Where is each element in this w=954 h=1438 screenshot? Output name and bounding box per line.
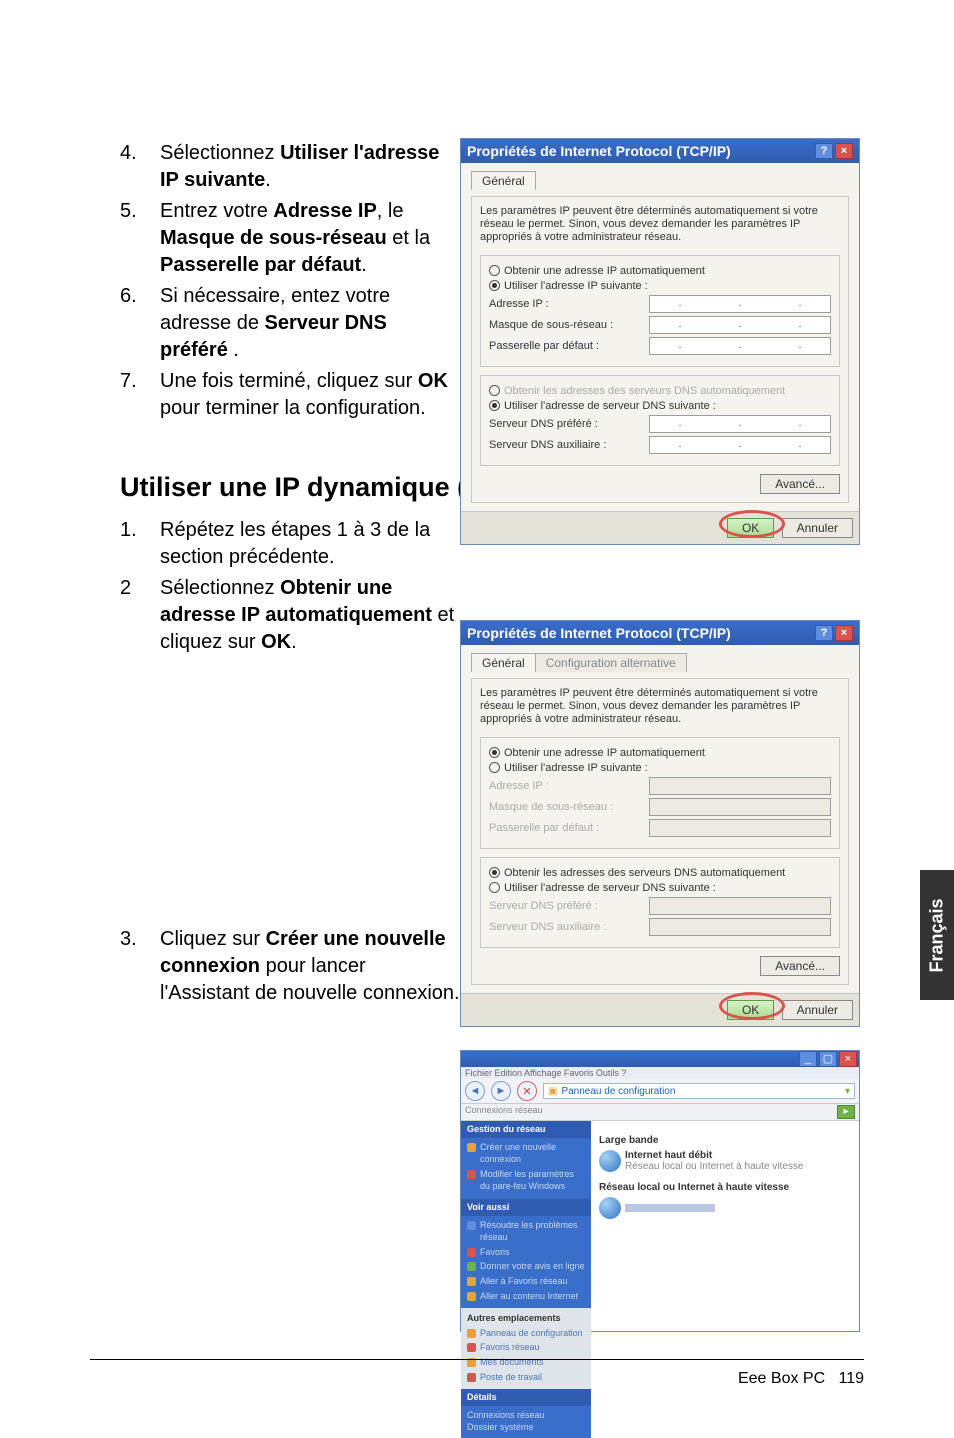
globe-icon <box>599 1197 621 1219</box>
tcpip-dialog-static: Propriétés de Internet Protocol (TCP/IP)… <box>460 138 860 545</box>
side-block-network: Gestion du réseau Créer une nouvelle con… <box>461 1121 591 1199</box>
side-item[interactable]: Panneau de configuration <box>467 1327 585 1340</box>
links-bar: Connexions réseau ▸ <box>461 1104 859 1121</box>
address-bar[interactable]: ▣ Panneau de configuration ▾ <box>543 1083 855 1099</box>
radio-use-ip[interactable] <box>489 280 500 291</box>
step-num: 1. <box>120 517 160 571</box>
minimize-icon[interactable]: _ <box>799 1051 817 1067</box>
cancel-button[interactable]: Annuler <box>782 1000 853 1020</box>
side-panel: Gestion du réseau Créer une nouvelle con… <box>461 1121 591 1331</box>
step-text: Sélectionnez Utiliser l'adresse IP suiva… <box>160 140 460 194</box>
side-item[interactable]: Favoris réseau <box>467 1341 585 1354</box>
step-num: 7. <box>120 368 160 422</box>
side-item[interactable]: Résoudre les problèmes réseau <box>467 1219 585 1244</box>
ip-group: Obtenir une adresse IP automatiquement U… <box>480 737 840 849</box>
close-icon[interactable]: × <box>839 1051 857 1067</box>
step-text: Répétez les étapes 1 à 3 de la section p… <box>160 517 460 571</box>
radio-use-ip[interactable] <box>489 762 500 773</box>
maximize-icon[interactable]: ▢ <box>819 1051 837 1067</box>
advanced-button[interactable]: Avancé... <box>760 474 840 494</box>
steps-list-b: 1. Répétez les étapes 1 à 3 de la sectio… <box>120 517 460 656</box>
tab-strip: Général <box>471 171 849 190</box>
dialog-title: Propriétés de Internet Protocol (TCP/IP) <box>467 625 731 641</box>
step-text: Entrez votre Adresse IP, le Masque de so… <box>160 198 460 279</box>
mask-input <box>649 798 831 816</box>
radio-auto-dns <box>489 385 500 396</box>
window-titlebar: _ ▢ × <box>461 1051 859 1067</box>
tab-alt[interactable]: Configuration alternative <box>535 653 687 672</box>
go-button[interactable]: ▸ <box>837 1105 855 1119</box>
help-icon[interactable]: ? <box>815 143 833 159</box>
step-num: 2 <box>120 575 160 656</box>
menu-bar[interactable]: Fichier Edition Affichage Favoris Outils… <box>461 1067 859 1079</box>
page-footer: Eee Box PC 119 <box>738 1370 864 1388</box>
side-item[interactable]: Aller au contenu Internet <box>467 1290 585 1303</box>
side-item[interactable]: Favoris <box>467 1246 585 1259</box>
globe-icon <box>599 1150 621 1172</box>
dialog-desc: Les paramètres IP peuvent être déterminé… <box>480 205 840 245</box>
side-item[interactable]: Modifier les paramètres du pare-feu Wind… <box>467 1168 585 1193</box>
step-text: Si nécessaire, entez votre adresse de Se… <box>160 283 460 364</box>
tcpip-dialog-auto: Propriétés de Internet Protocol (TCP/IP)… <box>460 620 860 1027</box>
help-icon[interactable]: ? <box>815 625 833 641</box>
explorer-window: _ ▢ × Fichier Edition Affichage Favoris … <box>460 1050 860 1332</box>
side-item[interactable]: Créer une nouvelle connexion <box>467 1141 585 1166</box>
toolbar: ◄ ► ✕ ▣ Panneau de configuration ▾ <box>461 1079 859 1104</box>
tab-strip: GénéralConfiguration alternative <box>471 653 849 672</box>
side-item[interactable]: Donner votre avis en ligne <box>467 1260 585 1273</box>
ok-button[interactable]: OK <box>727 518 774 538</box>
side-item[interactable]: Poste de travail <box>467 1371 585 1384</box>
step-num: 5. <box>120 198 160 279</box>
radio-auto-dns[interactable] <box>489 867 500 878</box>
radio-use-dns[interactable] <box>489 400 500 411</box>
side-block-details: Détails Connexions réseau Dossier systèm… <box>461 1389 591 1438</box>
footer-rule <box>90 1359 864 1360</box>
tab-general[interactable]: Général <box>471 653 536 672</box>
stop-icon[interactable]: ✕ <box>517 1081 537 1101</box>
language-tab: Français <box>920 870 954 1000</box>
dns2-input[interactable]: ... <box>649 436 831 454</box>
cancel-button[interactable]: Annuler <box>782 518 853 538</box>
dns-group: Obtenir les adresses des serveurs DNS au… <box>480 375 840 466</box>
side-block-other: Autres emplacements Panneau de configura… <box>461 1308 591 1389</box>
side-block-seealso: Voir aussi Résoudre les problèmes réseau… <box>461 1199 591 1308</box>
dialog-titlebar: Propriétés de Internet Protocol (TCP/IP)… <box>461 139 859 163</box>
back-icon[interactable]: ◄ <box>465 1081 485 1101</box>
side-item[interactable]: Mes documents <box>467 1356 585 1369</box>
mask-input[interactable]: ... <box>649 316 831 334</box>
gw-input[interactable]: ... <box>649 337 831 355</box>
side-item[interactable]: Aller à Favoris réseau <box>467 1275 585 1288</box>
dns-group: Obtenir les adresses des serveurs DNS au… <box>480 857 840 948</box>
steps-list-c: 3. Cliquez sur Créer une nouvelle connex… <box>120 926 460 1007</box>
step-num: 6. <box>120 283 160 364</box>
placeholder-bar <box>625 1204 715 1212</box>
step-num: 4. <box>120 140 160 194</box>
step-num: 3. <box>120 926 160 1007</box>
forward-icon[interactable]: ► <box>491 1081 511 1101</box>
tab-general[interactable]: Général <box>471 171 536 190</box>
dialog-title: Propriétés de Internet Protocol (TCP/IP) <box>467 143 731 159</box>
ip-input[interactable]: ... <box>649 295 831 313</box>
content-pane: Large bande Internet haut débit Réseau l… <box>591 1121 859 1331</box>
dns1-input[interactable]: ... <box>649 415 831 433</box>
ok-button[interactable]: OK <box>727 1000 774 1020</box>
dialog-desc: Les paramètres IP peuvent être déterminé… <box>480 687 840 727</box>
radio-auto-ip[interactable] <box>489 747 500 758</box>
radio-auto-ip[interactable] <box>489 265 500 276</box>
dns2-input <box>649 918 831 936</box>
dialog-titlebar: Propriétés de Internet Protocol (TCP/IP)… <box>461 621 859 645</box>
advanced-button[interactable]: Avancé... <box>760 956 840 976</box>
step-text: Sélectionnez Obtenir une adresse IP auto… <box>160 575 460 656</box>
dns1-input <box>649 897 831 915</box>
gw-input <box>649 819 831 837</box>
radio-use-dns[interactable] <box>489 882 500 893</box>
close-icon[interactable]: × <box>835 625 853 641</box>
ip-group: Obtenir une adresse IP automatiquement U… <box>480 255 840 367</box>
close-icon[interactable]: × <box>835 143 853 159</box>
step-text: Une fois terminé, cliquez sur OK pour te… <box>160 368 460 422</box>
ip-input <box>649 777 831 795</box>
step-text: Cliquez sur Créer une nouvelle connexion… <box>160 926 460 1007</box>
steps-list-a: 4. Sélectionnez Utiliser l'adresse IP su… <box>120 140 460 422</box>
